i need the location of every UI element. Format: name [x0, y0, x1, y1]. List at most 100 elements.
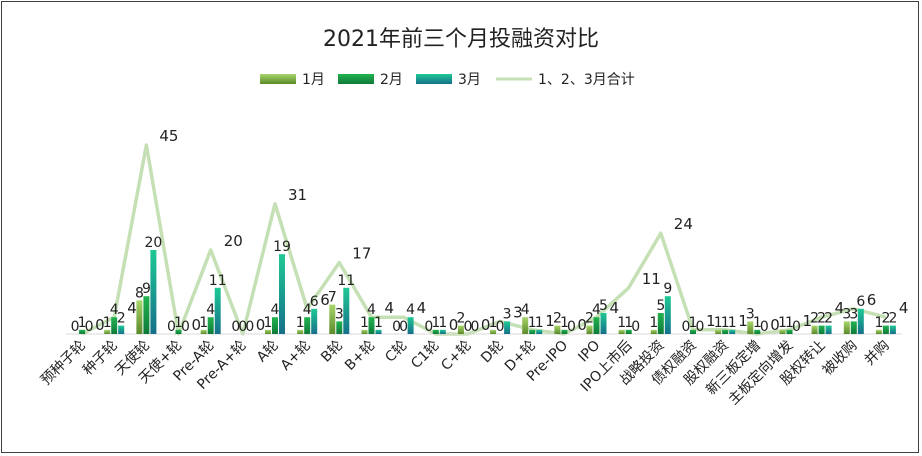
- total-label-13: 3: [513, 303, 523, 321]
- bar-label-3-2: 20: [144, 235, 162, 251]
- bar-2-16: [593, 317, 600, 334]
- chart-title: 2021年前三个月投融资对比: [323, 27, 599, 52]
- bar-1-6: [265, 329, 271, 334]
- bar-label-1-8: 7: [328, 290, 337, 306]
- bar-1-16: [586, 325, 593, 334]
- x-tick-label-9: B+轮: [342, 338, 378, 374]
- total-label-23: 4: [835, 299, 845, 317]
- bar-label-2-11: 1: [431, 315, 440, 331]
- bar-label-2-15: 1: [560, 315, 569, 331]
- bar-label-2-13: 0: [496, 319, 505, 335]
- bar-2-3: [175, 329, 182, 334]
- bar-3-23: [825, 325, 832, 334]
- bar-label-3-5: 0: [245, 319, 254, 335]
- total-label-17: 11: [642, 270, 661, 288]
- bar-2-21: [754, 329, 761, 334]
- bar-label-1-20: 1: [714, 315, 723, 331]
- bar-label-2-22: 1: [785, 315, 794, 331]
- bar-2-11: [432, 329, 439, 334]
- total-label-19: 1: [706, 312, 716, 330]
- bar-2-24: [850, 321, 857, 334]
- bar-2-7: [304, 317, 311, 334]
- bar-label-2-1: 4: [110, 302, 119, 318]
- legend: 1月 2月 3月 1、2、3月合计: [260, 72, 635, 88]
- bar-label-3-20: 1: [728, 315, 737, 331]
- bar-label-3-16: 5: [599, 298, 608, 314]
- total-label-5: 0: [256, 316, 266, 334]
- total-label-9: 4: [385, 299, 395, 317]
- bar-label-2-23: 2: [817, 311, 826, 327]
- bar-1-9: [361, 329, 368, 334]
- bar-label-1-13: 1: [489, 315, 498, 331]
- total-label-0: 0: [95, 316, 105, 334]
- bar-label-3-14: 1: [535, 315, 544, 331]
- bar-label-1-16: 2: [585, 311, 594, 327]
- legend-label-1: 1月: [302, 72, 325, 88]
- bar-label-1-1: 1: [103, 315, 112, 331]
- total-label-10: 4: [417, 299, 427, 317]
- x-tick-label-24: 被收购: [820, 338, 861, 379]
- bar-label-3-4: 11: [209, 273, 227, 289]
- bar-label-1-15: 2: [553, 311, 562, 327]
- bar-label-1-21: 3: [746, 306, 755, 322]
- bar-label-2-10: 0: [399, 319, 408, 335]
- bar-label-1-17: 1: [617, 315, 626, 331]
- bar-2-8: [336, 321, 343, 334]
- bar-1-4: [200, 329, 207, 334]
- bar-3-16: [600, 313, 607, 334]
- total-label-1: 4: [127, 299, 137, 317]
- bar-2-0: [79, 329, 86, 334]
- bar-1-14: [522, 317, 529, 334]
- bar-label-2-20: 1: [721, 315, 730, 331]
- bar-label-1-3: 0: [167, 319, 176, 335]
- legend-label-3: 3月: [458, 72, 481, 88]
- bar-1-1: [104, 329, 111, 334]
- legend-label-total: 1、2、3月合计: [538, 72, 635, 88]
- bar-label-1-23: 2: [810, 311, 819, 327]
- bar-label-3-15: 0: [567, 319, 576, 335]
- x-tick-label-7: A+轮: [278, 338, 314, 374]
- bar-1-12: [457, 325, 464, 334]
- bar-label-2-3: 1: [174, 315, 183, 331]
- bar-3-11: [439, 329, 446, 334]
- bar-label-3-17: 0: [631, 319, 640, 335]
- bar-3-14: [536, 329, 543, 334]
- bar-1-23: [811, 325, 818, 334]
- bar-2-17: [625, 329, 632, 334]
- bar-label-2-18: 5: [656, 298, 665, 314]
- bar-2-14: [529, 329, 536, 334]
- bar-label-2-19: 1: [689, 315, 698, 331]
- bar-label-2-12: 0: [463, 319, 472, 335]
- bar-label-3-23: 2: [824, 311, 833, 327]
- bar-2-18: [657, 313, 664, 334]
- bar-label-1-24: 3: [842, 306, 851, 322]
- total-label-12: 0: [481, 316, 491, 334]
- bar-label-2-21: 1: [753, 315, 762, 331]
- total-label-4: 20: [224, 232, 243, 250]
- bar-label-3-9: 1: [374, 315, 383, 331]
- bar-label-1-19: 0: [682, 319, 691, 335]
- x-tick-label-1: 种子轮: [80, 338, 121, 379]
- bar-1-18: [650, 329, 657, 334]
- total-label-24: 6: [867, 291, 877, 309]
- bar-1-24: [843, 321, 850, 334]
- bar-2-15: [561, 329, 568, 334]
- bar-3-25: [889, 325, 896, 334]
- bar-label-3-21: 0: [760, 319, 769, 335]
- bar-label-1-25: 1: [874, 315, 883, 331]
- bar-1-22: [779, 329, 786, 334]
- bar-label-3-22: 0: [792, 319, 801, 335]
- legend-label-2: 2月: [380, 72, 403, 88]
- bar-label-2-25: 2: [881, 311, 890, 327]
- bar-3-6: [279, 254, 285, 334]
- bar-label-2-24: 3: [849, 306, 858, 322]
- bar-3-18: [664, 296, 671, 334]
- total-label-2: 45: [159, 127, 178, 145]
- bar-3-9: [375, 329, 382, 334]
- bar-1-25: [875, 329, 882, 334]
- total-label-16: 4: [610, 299, 620, 317]
- bar-label-3-19: 0: [696, 319, 705, 335]
- bar-label-1-18: 1: [649, 315, 658, 331]
- total-label-11: 0: [449, 316, 459, 334]
